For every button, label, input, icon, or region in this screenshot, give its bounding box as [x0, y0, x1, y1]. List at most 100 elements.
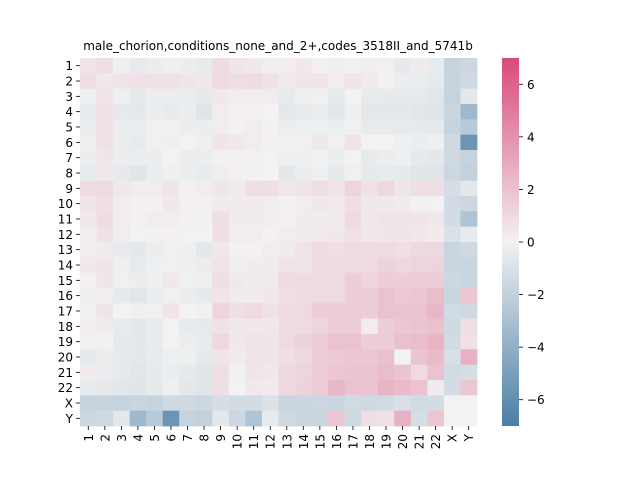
heatmap-cell	[96, 226, 114, 243]
heatmap-cell	[245, 303, 263, 320]
heatmap-cell	[129, 58, 147, 74]
heatmap-cell	[278, 226, 296, 243]
heatmap-cell	[295, 410, 312, 427]
heatmap-cell	[328, 119, 346, 136]
heatmap-cell	[443, 134, 461, 151]
heatmap-cell	[113, 119, 131, 136]
heatmap-cell	[80, 349, 97, 366]
heatmap-cell	[179, 334, 197, 350]
heatmap-cell	[179, 380, 197, 396]
heatmap-cell	[410, 242, 428, 258]
heatmap-cell	[410, 272, 428, 289]
x-tick-label: X	[446, 434, 460, 442]
heatmap-cell	[179, 272, 197, 289]
heatmap-cell	[311, 104, 329, 120]
heatmap-cell	[311, 150, 329, 166]
heatmap-cell	[278, 196, 296, 212]
x-tick-label: 16	[330, 434, 344, 449]
heatmap-cell	[394, 288, 412, 304]
heatmap-cell	[80, 226, 97, 243]
heatmap-cell	[460, 88, 478, 105]
heatmap-cell	[328, 364, 346, 381]
heatmap-cell	[245, 180, 263, 197]
heatmap-cell	[162, 226, 180, 243]
y-tick-label: Y	[65, 412, 74, 426]
heatmap-cell	[146, 58, 164, 74]
heatmap-cell	[377, 196, 395, 212]
heatmap-cell	[212, 272, 230, 289]
heatmap-cell	[261, 364, 279, 381]
x-tick-label: 7	[181, 434, 195, 442]
heatmap-cell	[377, 165, 395, 182]
heatmap-cell	[377, 380, 395, 396]
heatmap-cell	[245, 150, 263, 166]
heatmap-cell	[427, 364, 445, 381]
heatmap-cell	[80, 211, 97, 228]
colorbar-tick-label: −6	[527, 393, 545, 407]
heatmap-cell	[328, 150, 346, 166]
heatmap-cell	[96, 303, 114, 320]
heatmap-cell	[261, 226, 279, 243]
x-tick-label: 4	[131, 434, 145, 442]
heatmap-cell	[295, 226, 312, 243]
x-tick-label: 5	[148, 434, 162, 442]
heatmap-cell	[278, 242, 296, 258]
heatmap-cell	[212, 318, 230, 335]
heatmap-cell	[212, 380, 230, 396]
heatmap-cell	[410, 196, 428, 212]
heatmap-cell	[460, 104, 478, 120]
heatmap-cell	[80, 303, 97, 320]
heatmap-cell	[361, 364, 379, 381]
heatmap-cell	[460, 395, 478, 412]
heatmap-cell	[410, 288, 428, 304]
heatmap-cell	[228, 272, 246, 289]
heatmap-cell	[278, 349, 296, 366]
x-tick-label: 1	[82, 434, 96, 442]
heatmap-cell	[80, 364, 97, 381]
heatmap-cell	[344, 349, 362, 366]
y-tick-label: X	[65, 397, 73, 411]
heatmap-cell	[179, 303, 197, 320]
heatmap-cell	[179, 257, 197, 274]
heatmap-cell	[212, 196, 230, 212]
heatmap-cell	[377, 395, 395, 412]
heatmap-cell	[113, 226, 131, 243]
heatmap-cell	[228, 211, 246, 228]
heatmap-cell	[443, 395, 461, 412]
heatmap-cell	[228, 257, 246, 274]
heatmap-cell	[146, 318, 164, 335]
heatmap-cell	[295, 364, 312, 381]
heatmap-cell	[394, 349, 412, 366]
y-tick-label: 22	[58, 381, 73, 395]
heatmap-cell	[377, 58, 395, 74]
heatmap-cell	[228, 318, 246, 335]
heatmap-cell	[278, 303, 296, 320]
heatmap-cell	[427, 318, 445, 335]
heatmap-cell	[212, 303, 230, 320]
y-tick-label: 3	[65, 90, 73, 104]
heatmap-cell	[278, 395, 296, 412]
heatmap-cell	[311, 334, 329, 350]
heatmap-cell	[443, 196, 461, 212]
heatmap-cell	[328, 58, 346, 74]
heatmap-cell	[96, 288, 114, 304]
heatmap-cell	[179, 119, 197, 136]
y-tick-label: 21	[58, 366, 73, 380]
heatmap-cell	[261, 410, 279, 427]
heatmap-cell	[394, 242, 412, 258]
heatmap-cell	[96, 380, 114, 396]
heatmap-cell	[113, 349, 131, 366]
colorbar-tick-label: 2	[527, 183, 535, 197]
heatmap-cell	[228, 242, 246, 258]
heatmap-cell	[261, 180, 279, 197]
heatmap-cell	[377, 242, 395, 258]
heatmap-cell	[460, 349, 478, 366]
heatmap-cell	[394, 211, 412, 228]
heatmap-cell	[146, 119, 164, 136]
heatmap-cell	[261, 303, 279, 320]
x-tick-label: 15	[313, 434, 327, 449]
heatmap-cell	[361, 318, 379, 335]
heatmap-cell	[80, 334, 97, 350]
heatmap-cell	[361, 288, 379, 304]
